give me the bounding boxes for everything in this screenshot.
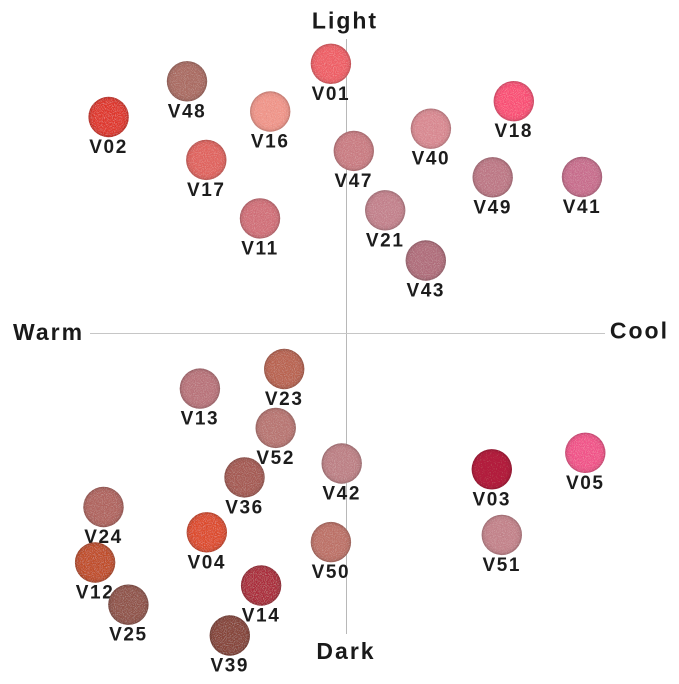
svg-text:V03: V03 <box>472 489 511 510</box>
svg-text:V13: V13 <box>181 409 220 430</box>
svg-text:V11: V11 <box>241 238 279 259</box>
svg-text:V16: V16 <box>251 132 290 153</box>
svg-text:V48: V48 <box>168 101 207 122</box>
svg-text:V04: V04 <box>187 552 226 573</box>
svg-text:V39: V39 <box>210 656 249 677</box>
svg-text:V40: V40 <box>412 149 451 170</box>
svg-text:V01: V01 <box>312 84 351 105</box>
svg-text:V36: V36 <box>225 497 264 518</box>
svg-text:V49: V49 <box>473 197 512 218</box>
svg-text:Dark: Dark <box>316 638 375 664</box>
svg-text:V47: V47 <box>334 171 373 192</box>
svg-text:V51: V51 <box>482 555 521 576</box>
svg-text:V23: V23 <box>265 389 304 410</box>
svg-text:V43: V43 <box>406 281 445 302</box>
svg-text:Warm: Warm <box>13 319 84 345</box>
svg-text:V14: V14 <box>242 606 281 627</box>
svg-text:V21: V21 <box>366 230 405 251</box>
svg-text:Light: Light <box>312 8 378 34</box>
svg-text:V50: V50 <box>312 562 351 583</box>
svg-text:Cool: Cool <box>610 318 669 344</box>
svg-text:V18: V18 <box>494 121 533 142</box>
svg-text:V12: V12 <box>76 583 115 604</box>
svg-text:V17: V17 <box>187 180 226 201</box>
svg-text:V25: V25 <box>109 625 148 646</box>
svg-text:V02: V02 <box>89 137 128 158</box>
svg-text:V52: V52 <box>256 448 295 469</box>
svg-text:V05: V05 <box>566 473 605 494</box>
svg-text:V41: V41 <box>563 197 602 218</box>
svg-text:V42: V42 <box>322 484 361 505</box>
